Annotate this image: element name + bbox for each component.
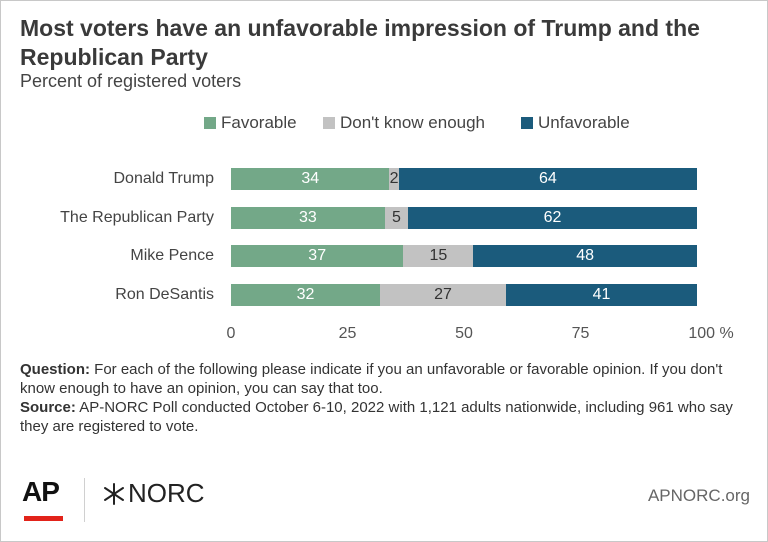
bar-segment-unfavorable: 48 xyxy=(473,245,697,267)
ap-logo: AP xyxy=(22,476,60,507)
legend-label-unfavorable: Unfavorable xyxy=(538,113,630,132)
norc-logo: NORC xyxy=(102,478,205,509)
legend-swatch-unfavorable xyxy=(521,117,533,129)
legend-swatch-favorable xyxy=(204,117,216,129)
site-url: APNORC.org xyxy=(647,486,750,505)
bar-segment-unfavorable: 41 xyxy=(505,283,697,306)
bar-segment-favorable: 37 xyxy=(231,245,404,267)
legend-item-dont-know: Don't know enough xyxy=(323,113,485,133)
legend: Favorable Don't know enough Unfavorable xyxy=(0,113,768,135)
bar-segment-favorable: 33 xyxy=(231,206,385,229)
x-tick-label: 75 xyxy=(571,325,590,342)
category-label: Mike Pence xyxy=(130,247,214,264)
legend-label-favorable: Favorable xyxy=(221,113,297,132)
legend-label-dont-know: Don't know enough xyxy=(340,113,486,132)
x-tick-label: 100 % xyxy=(688,325,734,342)
chart-title: Most voters have an unfavorable impressi… xyxy=(20,15,700,70)
ap-logo-bar xyxy=(24,516,63,521)
question-label: Question: xyxy=(20,361,90,378)
x-tick-label: 0 xyxy=(226,325,236,342)
source-note: Source: AP-NORC Poll conducted October 6… xyxy=(20,398,750,436)
norc-logo-text: NORC xyxy=(128,478,205,508)
question-note: Question: For each of the following plea… xyxy=(20,360,750,398)
category-label: Ron DeSantis xyxy=(115,285,214,303)
norc-star-icon xyxy=(104,482,124,505)
bar-segment-favorable: 34 xyxy=(231,168,390,190)
question-text: For each of the following please indicat… xyxy=(20,361,723,397)
legend-item-unfavorable: Unfavorable xyxy=(521,113,630,133)
logo-divider xyxy=(84,478,85,522)
bar-segment-dont-know: 5 xyxy=(384,206,409,229)
bar-segment-unfavorable: 64 xyxy=(398,168,697,190)
bar-segment-favorable: 32 xyxy=(231,283,381,306)
x-tick-label: 50 xyxy=(455,325,473,342)
source-label: Source: xyxy=(20,399,76,416)
chart-subtitle: Percent of registered voters xyxy=(20,71,242,91)
category-label: Donald Trump xyxy=(113,170,215,187)
bar-segment-unfavorable: 62 xyxy=(408,206,697,229)
source-text: AP-NORC Poll conducted October 6-10, 202… xyxy=(20,399,733,435)
bar-segment-dont-know: 2 xyxy=(389,168,399,190)
legend-swatch-dont-know xyxy=(323,117,335,129)
category-label: The Republican Party xyxy=(60,208,214,226)
legend-item-favorable: Favorable xyxy=(204,113,297,133)
footnote: Question: For each of the following plea… xyxy=(20,360,750,436)
x-tick-label: 25 xyxy=(338,325,357,342)
bar-segment-dont-know: 15 xyxy=(403,245,474,267)
bar-segment-dont-know: 27 xyxy=(380,283,506,306)
